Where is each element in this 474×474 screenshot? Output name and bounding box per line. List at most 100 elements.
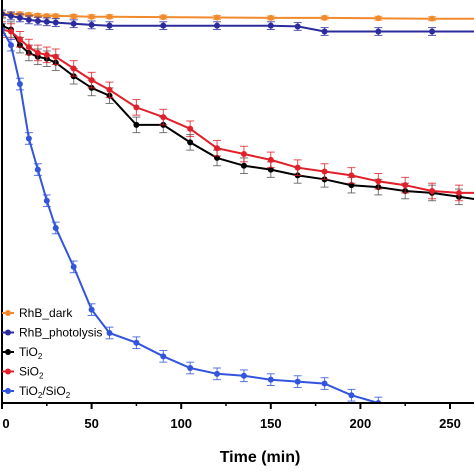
- series-tio2-sio2: [2, 23, 383, 404]
- data-point: [267, 22, 274, 29]
- data-point: [52, 224, 59, 231]
- x-tick-label: 200: [350, 416, 372, 431]
- data-point: [375, 178, 382, 185]
- data-point: [16, 36, 23, 43]
- series-line: [2, 29, 379, 404]
- data-point: [375, 15, 382, 22]
- data-point: [187, 364, 194, 371]
- error-bar: [2, 11, 6, 17]
- data-point: [294, 164, 301, 171]
- series-tio2: [2, 17, 474, 206]
- data-point: [43, 197, 50, 204]
- series-line: [2, 24, 474, 200]
- data-point: [43, 51, 50, 58]
- data-point: [160, 114, 167, 121]
- data-point: [106, 86, 113, 93]
- x-ticks: 0 50 100 150 200 250: [1, 403, 461, 431]
- x-tick-label: 50: [84, 416, 98, 431]
- error-bar: [2, 23, 6, 36]
- series-sio2: [2, 21, 474, 202]
- legend: RhB_dark RhB_photolysis TiO2 SiO2 TiO2/SiO2: [2, 306, 102, 400]
- data-point: [429, 187, 436, 194]
- data-point: [52, 12, 59, 19]
- legend-label: SiO2: [19, 365, 44, 381]
- data-point: [106, 329, 113, 336]
- data-point: [88, 21, 95, 28]
- data-point: [267, 14, 274, 21]
- data-point: [25, 44, 32, 51]
- data-point: [52, 19, 59, 26]
- data-point: [240, 372, 247, 379]
- legend-swatch-marker: [5, 329, 11, 336]
- data-point: [375, 28, 382, 35]
- x-tick-label: 0: [2, 416, 9, 431]
- data-point: [321, 380, 328, 387]
- legend-item: TiO2: [2, 345, 43, 361]
- data-point: [267, 156, 274, 163]
- data-point: [25, 16, 32, 23]
- data-point: [70, 65, 77, 72]
- data-point: [455, 189, 462, 196]
- data-point: [348, 392, 355, 399]
- x-axis-title: Time (min): [220, 449, 301, 466]
- data-point: [214, 14, 221, 21]
- data-point: [34, 18, 41, 25]
- data-point: [133, 121, 140, 128]
- data-point: [294, 378, 301, 385]
- data-point: [70, 13, 77, 20]
- series-rhb-photolysis: [2, 9, 474, 36]
- legend-label: RhB_photolysis: [19, 326, 102, 340]
- legend-label: TiO2: [19, 345, 43, 361]
- data-point: [25, 135, 32, 142]
- data-point: [7, 42, 14, 49]
- legend-label: TiO2/SiO2: [19, 384, 71, 400]
- legend-item: TiO2/SiO2: [2, 384, 71, 400]
- data-point: [88, 77, 95, 84]
- legend-item: RhB_dark: [2, 306, 73, 320]
- plot-area: [2, 9, 474, 404]
- data-point: [160, 14, 167, 21]
- data-point: [16, 14, 23, 21]
- error-bar: [2, 21, 6, 38]
- data-point: [70, 263, 77, 270]
- data-point: [429, 15, 436, 22]
- data-point: [240, 162, 247, 169]
- data-point: [43, 18, 50, 25]
- data-point: [52, 53, 59, 60]
- x-tick-label: 100: [170, 416, 192, 431]
- data-point: [402, 182, 409, 189]
- x-tick-label: 150: [260, 416, 282, 431]
- data-point: [214, 370, 221, 377]
- data-point: [7, 12, 14, 19]
- legend-swatch-marker: [5, 388, 11, 394]
- data-point: [429, 28, 436, 35]
- legend-item: RhB_photolysis: [2, 326, 102, 340]
- data-point: [7, 28, 14, 35]
- data-point: [16, 81, 23, 88]
- data-point: [214, 22, 221, 29]
- data-point: [187, 125, 194, 132]
- data-point: [160, 22, 167, 29]
- data-point: [214, 145, 221, 152]
- data-point: [187, 139, 194, 146]
- data-point: [34, 166, 41, 173]
- legend-label: RhB_dark: [19, 306, 73, 320]
- data-point: [321, 28, 328, 35]
- data-point: [160, 353, 167, 360]
- data-point: [321, 168, 328, 175]
- series-line: [2, 28, 474, 194]
- data-point: [133, 104, 140, 111]
- data-point: [294, 23, 301, 30]
- legend-swatch-marker: [5, 349, 11, 355]
- data-point: [240, 151, 247, 158]
- legend-swatch-marker: [5, 368, 11, 375]
- x-tick-label: 250: [439, 416, 461, 431]
- legend-item: SiO2: [2, 365, 44, 381]
- data-point: [321, 14, 328, 21]
- data-point: [88, 306, 95, 313]
- data-point: [106, 22, 113, 29]
- data-point: [348, 172, 355, 179]
- legend-swatch-marker: [5, 310, 11, 316]
